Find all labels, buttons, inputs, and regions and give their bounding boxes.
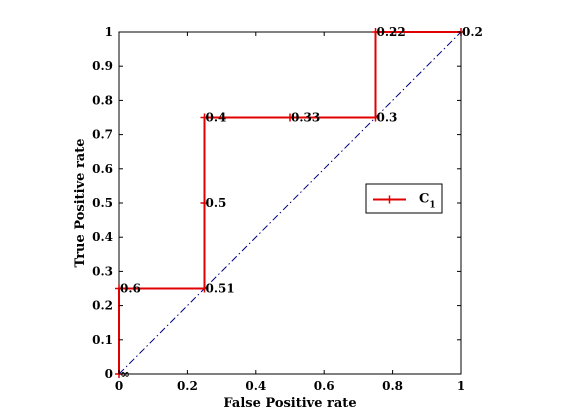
x-tick-label: 0.8 bbox=[382, 379, 403, 393]
y-tick-label: 0.8 bbox=[92, 93, 113, 107]
y-tick-label: 0.5 bbox=[92, 196, 113, 210]
legend-series-name: C1 bbox=[419, 192, 436, 211]
y-tick-label: 0.9 bbox=[92, 59, 113, 73]
data-point-marker bbox=[200, 284, 209, 293]
y-tick-label: 0.3 bbox=[92, 264, 113, 278]
y-tick-label: 0.1 bbox=[92, 333, 113, 347]
data-point-label: 0.6 bbox=[120, 282, 141, 296]
data-point-marker bbox=[200, 113, 209, 122]
data-point-label: 0.5 bbox=[206, 196, 227, 210]
data-point-label: ∞ bbox=[120, 367, 130, 381]
data-point-label: 0.2 bbox=[462, 25, 483, 39]
y-tick-label: 0 bbox=[105, 367, 113, 381]
data-point-marker bbox=[371, 28, 380, 36]
x-tick-label: 0 bbox=[115, 379, 123, 393]
data-point-marker bbox=[371, 113, 380, 122]
data-point-label: 0.4 bbox=[206, 111, 227, 125]
legend-series-marker bbox=[385, 195, 394, 204]
y-tick-label: 0.7 bbox=[92, 128, 113, 142]
y-tick-label: 1 bbox=[105, 25, 113, 39]
data-point-label: 0.3 bbox=[377, 111, 398, 125]
point-labels-layer: ∞ 0.6 0.51 0.5 0.4 0.33 0.3 0.22 0.2 bbox=[120, 25, 483, 381]
data-point-label: 0.33 bbox=[291, 111, 320, 125]
x-tick-label: 0.6 bbox=[314, 379, 335, 393]
x-axis-label: False Positive rate bbox=[223, 396, 356, 411]
data-point-marker bbox=[200, 199, 209, 207]
ticks-layer: 0 0.2 0.4 0.6 0.8 1 0 0.1 0.2 0.3 0.4 0.5 0.6 0.7 0.8 0… bbox=[92, 25, 465, 393]
x-tick-label: 0.2 bbox=[177, 379, 198, 393]
data-point-marker bbox=[115, 284, 123, 293]
y-tick-label: 0.6 bbox=[92, 162, 113, 176]
x-tick-label: 1 bbox=[457, 379, 465, 393]
y-axis-label: True Positive rate bbox=[73, 138, 88, 267]
y-tick-label: 0.2 bbox=[92, 299, 113, 313]
data-point-label: 0.51 bbox=[206, 282, 235, 296]
x-tick-label: 0.4 bbox=[245, 379, 266, 393]
data-point-label: 0.22 bbox=[377, 25, 406, 39]
legend: C1 bbox=[365, 183, 443, 214]
y-tick-label: 0.4 bbox=[92, 230, 113, 244]
data-point-marker bbox=[286, 113, 294, 122]
